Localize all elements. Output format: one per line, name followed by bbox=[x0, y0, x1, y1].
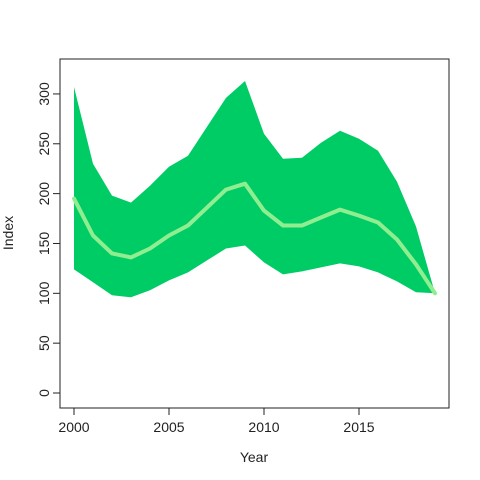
mean-line bbox=[72, 181, 437, 296]
x-tick-label: 2005 bbox=[153, 419, 184, 435]
y-tick-label: 0 bbox=[36, 389, 52, 397]
y-tick-label: 100 bbox=[36, 281, 52, 305]
y-tick-label: 200 bbox=[36, 182, 52, 206]
x-tick-label: 2015 bbox=[343, 419, 374, 435]
y-tick-label: 250 bbox=[36, 132, 52, 156]
axes-layer: 2000 2005 2010 2015 0 50 100 150 200 250 300 bbox=[36, 58, 450, 435]
x-tick-label: 2000 bbox=[58, 419, 89, 435]
y-axis-title: Index bbox=[0, 216, 16, 250]
confidence-band bbox=[74, 81, 435, 298]
x-tick-label: 2010 bbox=[248, 419, 279, 435]
y-tick-label: 300 bbox=[36, 82, 52, 106]
x-axis-title: Year bbox=[240, 449, 269, 465]
y-tick-label: 150 bbox=[36, 232, 52, 256]
y-tick-label: 50 bbox=[36, 335, 52, 351]
plot-layer bbox=[72, 81, 437, 298]
